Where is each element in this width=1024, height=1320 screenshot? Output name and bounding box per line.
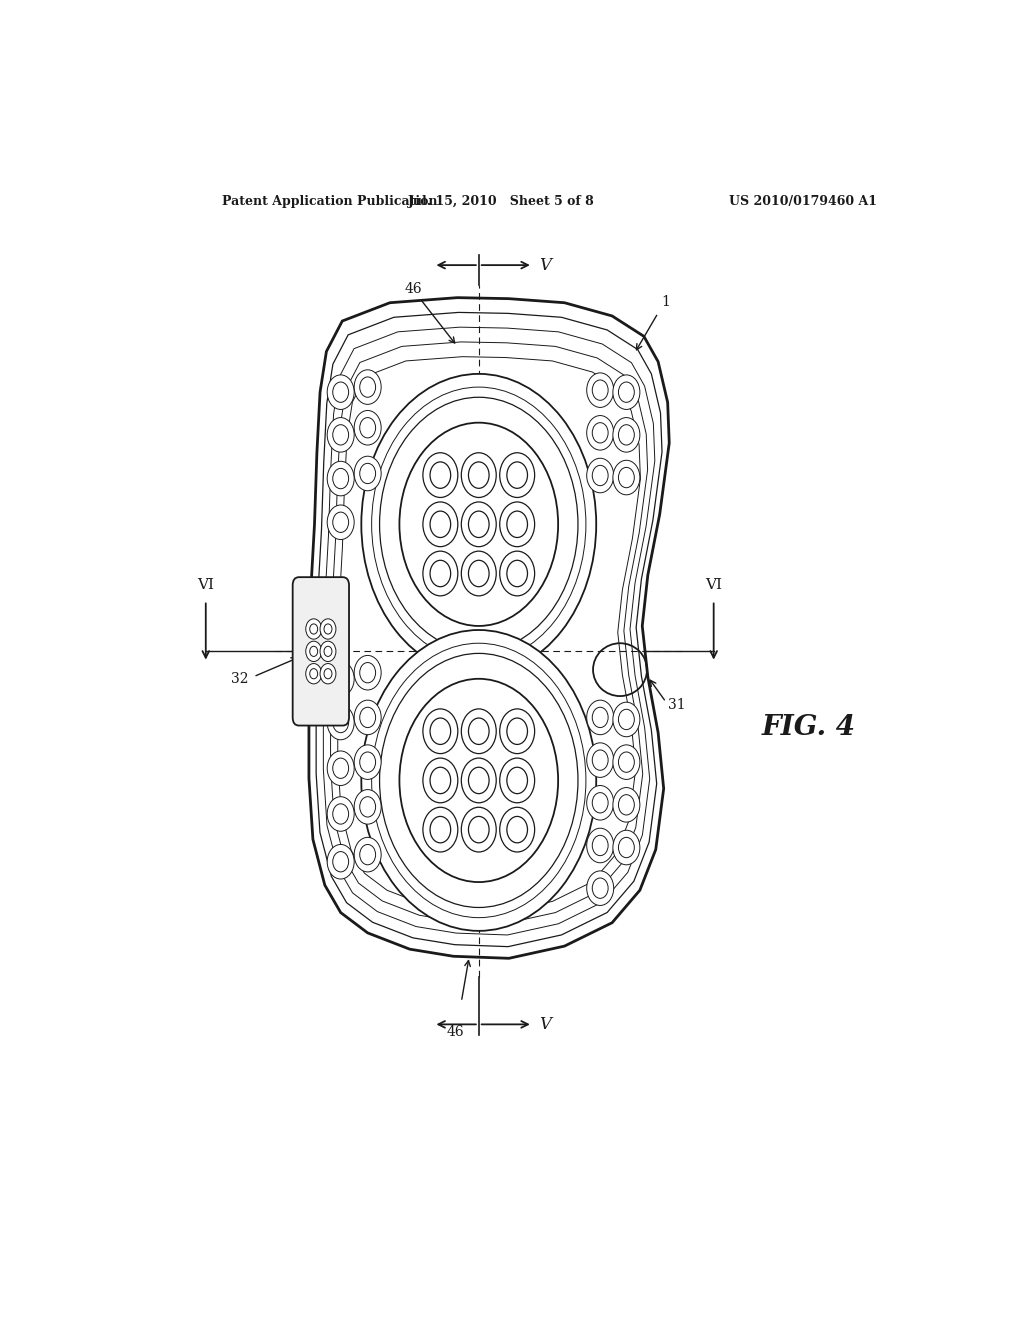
Circle shape bbox=[321, 664, 336, 684]
Circle shape bbox=[461, 709, 497, 754]
Circle shape bbox=[461, 758, 497, 803]
Circle shape bbox=[613, 702, 640, 737]
Circle shape bbox=[423, 758, 458, 803]
Text: Patent Application Publication: Patent Application Publication bbox=[221, 194, 437, 207]
Circle shape bbox=[423, 808, 458, 851]
Circle shape bbox=[423, 453, 458, 498]
Circle shape bbox=[587, 416, 613, 450]
Circle shape bbox=[306, 664, 322, 684]
Circle shape bbox=[328, 661, 354, 696]
Text: 1: 1 bbox=[662, 294, 670, 309]
Circle shape bbox=[328, 375, 354, 409]
Circle shape bbox=[354, 837, 381, 873]
Circle shape bbox=[354, 789, 381, 824]
Circle shape bbox=[461, 502, 497, 546]
Text: 32: 32 bbox=[231, 672, 249, 686]
Circle shape bbox=[613, 830, 640, 865]
Circle shape bbox=[328, 506, 354, 540]
Circle shape bbox=[500, 808, 535, 851]
Circle shape bbox=[613, 461, 640, 495]
Circle shape bbox=[461, 453, 497, 498]
Text: VI: VI bbox=[198, 578, 214, 593]
Circle shape bbox=[461, 808, 497, 851]
Circle shape bbox=[354, 744, 381, 779]
Circle shape bbox=[328, 417, 354, 453]
Circle shape bbox=[587, 458, 613, 492]
Circle shape bbox=[328, 797, 354, 832]
Circle shape bbox=[328, 751, 354, 785]
Circle shape bbox=[361, 374, 596, 675]
Circle shape bbox=[354, 370, 381, 404]
Circle shape bbox=[354, 411, 381, 445]
Circle shape bbox=[361, 630, 596, 931]
Text: 46: 46 bbox=[404, 281, 423, 296]
Circle shape bbox=[587, 871, 613, 906]
Circle shape bbox=[587, 700, 613, 735]
Text: V: V bbox=[539, 256, 551, 273]
Text: US 2010/0179460 A1: US 2010/0179460 A1 bbox=[728, 194, 877, 207]
Circle shape bbox=[587, 743, 613, 777]
Circle shape bbox=[354, 700, 381, 735]
Circle shape bbox=[423, 502, 458, 546]
Circle shape bbox=[461, 552, 497, 595]
Circle shape bbox=[613, 744, 640, 779]
Circle shape bbox=[613, 788, 640, 822]
Circle shape bbox=[613, 375, 640, 409]
Circle shape bbox=[328, 705, 354, 739]
Circle shape bbox=[500, 709, 535, 754]
Circle shape bbox=[587, 785, 613, 820]
Circle shape bbox=[423, 552, 458, 595]
Circle shape bbox=[500, 758, 535, 803]
Circle shape bbox=[306, 642, 322, 661]
Text: FIG. 4: FIG. 4 bbox=[762, 714, 856, 741]
Text: V: V bbox=[539, 1016, 551, 1032]
Circle shape bbox=[354, 656, 381, 690]
Circle shape bbox=[306, 619, 322, 639]
Text: Jul. 15, 2010   Sheet 5 of 8: Jul. 15, 2010 Sheet 5 of 8 bbox=[408, 194, 594, 207]
Polygon shape bbox=[309, 297, 670, 958]
Circle shape bbox=[613, 417, 640, 453]
Circle shape bbox=[328, 461, 354, 496]
Circle shape bbox=[354, 457, 381, 491]
Circle shape bbox=[587, 372, 613, 408]
Circle shape bbox=[500, 502, 535, 546]
Text: 46: 46 bbox=[446, 1026, 464, 1039]
Circle shape bbox=[500, 552, 535, 595]
Circle shape bbox=[587, 828, 613, 863]
FancyBboxPatch shape bbox=[293, 577, 349, 726]
Circle shape bbox=[321, 642, 336, 661]
Circle shape bbox=[321, 619, 336, 639]
Text: VI: VI bbox=[706, 578, 722, 593]
Text: 31: 31 bbox=[668, 698, 685, 713]
Circle shape bbox=[423, 709, 458, 754]
Circle shape bbox=[500, 453, 535, 498]
Circle shape bbox=[328, 845, 354, 879]
